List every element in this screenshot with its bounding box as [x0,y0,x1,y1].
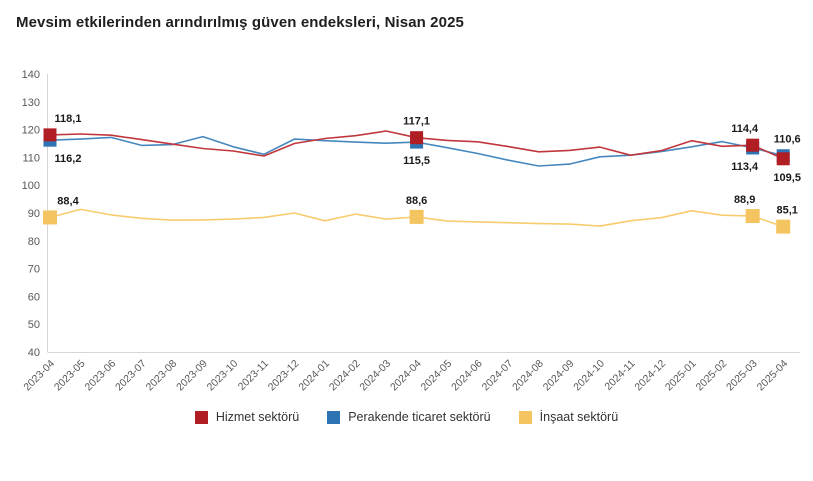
data-label: 85,1 [776,205,797,217]
x-tick-label: 2024-08 [510,358,546,394]
legend-item: Perakende ticaret sektörü [327,410,491,424]
x-axis-labels: 2023-042023-052023-062023-072023-082023-… [21,358,790,394]
x-tick-label: 2023-05 [52,358,88,394]
legend-swatch-icon [518,410,532,424]
data-label: 118,1 [55,113,82,125]
data-label: 110,6 [774,134,801,146]
data-marker [409,209,424,224]
data-marker [746,138,760,152]
data-marker [745,209,760,224]
x-tick-label: 2023-12 [266,358,302,394]
x-tick-label: 2024-09 [541,358,577,394]
data-marker [776,152,790,166]
series-markers [43,128,791,234]
x-tick-label: 2023-11 [236,358,271,393]
legend-label: Hizmet sektörü [215,410,300,424]
x-tick-label: 2023-09 [174,358,210,394]
legend-label: Perakende ticaret sektörü [348,410,491,424]
x-tick-label: 2025-02 [693,358,729,394]
y-tick-label: 50 [28,319,40,331]
x-tick-label: 2024-01 [296,358,332,394]
legend-item: İnşaat sektörü [518,410,619,424]
y-tick-label: 100 [22,180,40,192]
x-tick-label: 2025-03 [724,358,760,394]
y-tick-label: 130 [22,97,40,109]
data-label: 88,6 [406,195,427,207]
x-tick-label: 2024-06 [449,358,485,394]
y-tick-label: 110 [22,152,40,164]
y-axis-labels: 140 130 120 110 100 90 80 70 60 50 40 [22,69,40,359]
x-tick-label: 2023-04 [21,358,57,394]
chart-title: Mevsim etkilerinden arındırılmış güven e… [16,14,464,31]
x-tick-label: 2023-10 [205,358,241,394]
y-tick-label: 80 [28,236,40,248]
data-label: 117,1 [403,116,430,128]
data-marker [43,210,57,225]
x-tick-label: 2024-11 [602,358,637,393]
legend-swatch-icon [327,410,341,424]
x-tick-label: 2023-08 [144,358,180,394]
y-tick-label: 140 [22,69,40,81]
y-tick-label: 90 [28,208,40,220]
y-tick-label: 120 [22,125,40,137]
legend-item: Hizmet sektörü [194,410,300,424]
y-tick-label: 60 [28,291,40,303]
x-tick-label: 2024-05 [419,358,455,394]
data-label: 114,4 [731,123,759,135]
x-tick-label: 2023-07 [113,358,149,394]
data-marker [410,131,424,145]
data-label: 116,2 [55,153,82,165]
data-label: 88,4 [57,195,79,207]
x-tick-label: 2023-06 [82,358,118,394]
data-marker [43,128,57,142]
x-tick-label: 2024-07 [480,358,516,394]
data-marker [776,219,791,234]
x-tick-label: 2025-04 [755,358,791,394]
y-tick-label: 40 [28,347,40,359]
y-tick-label: 70 [28,264,40,276]
data-label: 109,5 [773,172,801,184]
x-tick-label: 2024-03 [357,358,393,394]
legend-swatch-icon [194,410,208,424]
x-tick-label: 2025-01 [663,358,699,394]
x-tick-label: 2024-04 [388,358,424,394]
data-labels: 118,1 117,1 114,4 109,5 116,2 115,5 113,4 110,6… [55,113,801,217]
data-label: 88,9 [734,194,755,206]
x-tick-label: 2024-10 [571,358,607,394]
x-tick-label: 2024-02 [327,358,363,394]
data-label: 113,4 [731,161,759,173]
legend: Hizmet sektörü Perakende ticaret sektörü İ… [0,410,813,424]
x-tick-label: 2024-12 [632,358,668,394]
data-label: 115,5 [403,155,430,167]
legend-label: İnşaat sektörü [539,410,619,424]
